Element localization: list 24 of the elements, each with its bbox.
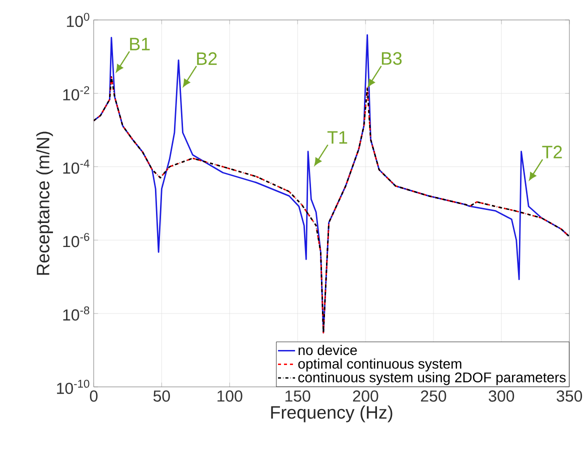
annotation: T1	[327, 131, 348, 144]
x-tick-label: 150	[285, 390, 310, 402]
x-tick-label: 200	[353, 390, 378, 402]
x-tick-label: 250	[420, 390, 446, 402]
x-tick-label: 300	[488, 390, 514, 402]
y-tick-label: 10$^{-10}$	[57, 380, 90, 394]
x-axis-title: Frequency (Hz)	[271, 406, 392, 422]
x-tick-label: 0	[90, 390, 98, 402]
annotation: T2	[542, 146, 562, 158]
legend-label: no device	[298, 345, 357, 356]
x-tick-label: 100	[218, 390, 242, 402]
x-tick-label: 50	[153, 390, 170, 402]
y-tick-label: 10$^{0}$	[66, 12, 90, 28]
y-tick-label: 10$^{-2}$	[63, 86, 90, 101]
y-tick-label: 10$^{-6}$	[63, 233, 90, 248]
legend-label: optimal continuous system	[298, 358, 462, 372]
y-axis-title: Receptance (m/N)	[36, 132, 53, 275]
x-tick-label: 350	[556, 390, 582, 402]
y-tick-label: 10$^{-8}$	[63, 306, 90, 321]
y-tick-label: 10$^{-4}$	[63, 160, 90, 174]
annotation: B1	[130, 38, 150, 50]
annotation: B3	[382, 52, 402, 65]
annotation: B2	[197, 52, 217, 65]
legend-label: continuous system using 2DOF parameters	[298, 372, 566, 386]
